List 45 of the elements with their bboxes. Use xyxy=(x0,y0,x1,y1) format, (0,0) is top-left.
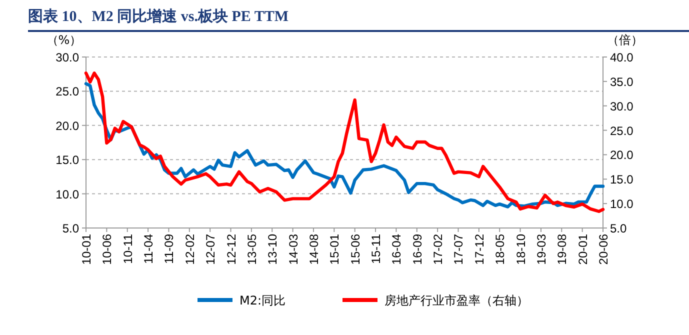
x-tick-label: 16-09 xyxy=(410,234,424,265)
x-tick-label: 20-06 xyxy=(596,234,610,265)
x-tick-label: 15-06 xyxy=(348,234,362,265)
y-tick-label: 30.0 xyxy=(56,50,80,64)
x-tick-label: 20-01 xyxy=(576,234,590,265)
y2-axis-title: （倍） xyxy=(607,33,643,47)
x-tick-label: 18-10 xyxy=(514,234,528,265)
x-tick-label: 17-12 xyxy=(472,234,486,265)
x-tick-label: 12-02 xyxy=(182,234,197,265)
x-tick-label: 15-11 xyxy=(369,234,384,264)
x-tick-label: 16-04 xyxy=(390,234,404,265)
y-tick-label: 15.0 xyxy=(56,153,80,168)
x-tick-label: 17-07 xyxy=(452,234,466,265)
legend-label: M2:同比 xyxy=(240,294,286,308)
x-tick-label: 17-02 xyxy=(431,234,446,265)
x-tick-label: 19-03 xyxy=(534,234,548,265)
y2-tick-label: 10.0 xyxy=(610,197,634,212)
y-axis-title: （%） xyxy=(46,33,82,47)
x-tick-label: 12-12 xyxy=(224,234,238,265)
x-tick-label: 10-01 xyxy=(80,234,94,265)
x-tick-label: 18-05 xyxy=(493,234,508,265)
y-tick-label: 25.0 xyxy=(56,84,80,99)
x-tick-label: 13-05 xyxy=(244,234,259,265)
x-tick-label: 11-09 xyxy=(162,234,176,264)
x-tick-label: 10-06 xyxy=(100,234,114,265)
y2-tick-label: 30.0 xyxy=(610,99,634,114)
x-tick-label: 14-03 xyxy=(286,234,300,265)
y2-tick-label: 40.0 xyxy=(610,50,634,64)
x-tick-label: 10-11 xyxy=(120,234,135,264)
y2-tick-label: 25.0 xyxy=(610,124,634,138)
y2-tick-label: 15.0 xyxy=(610,172,634,187)
y2-tick-label: 35.0 xyxy=(610,74,634,89)
x-tick-label: 11-04 xyxy=(142,234,156,264)
x-tick-label: 12-07 xyxy=(204,234,218,265)
x-tick-label: 14-08 xyxy=(306,234,321,265)
y-tick-label: 5.0 xyxy=(62,222,80,236)
x-tick-label: 19-08 xyxy=(555,234,570,265)
title: 图表 10、M2 同比增速 vs.板块 PE TTM xyxy=(28,9,289,25)
y-tick-label: 10.0 xyxy=(56,187,80,202)
y2-tick-label: 20.0 xyxy=(610,148,634,162)
legend-label: 房地产行业市盈率（右轴） xyxy=(384,294,528,308)
x-tick-label: 15-01 xyxy=(328,234,342,265)
y-tick-label: 20.0 xyxy=(56,118,80,133)
y2-tick-label: 5.0 xyxy=(610,222,628,236)
x-tick-label: 13-10 xyxy=(266,234,280,265)
